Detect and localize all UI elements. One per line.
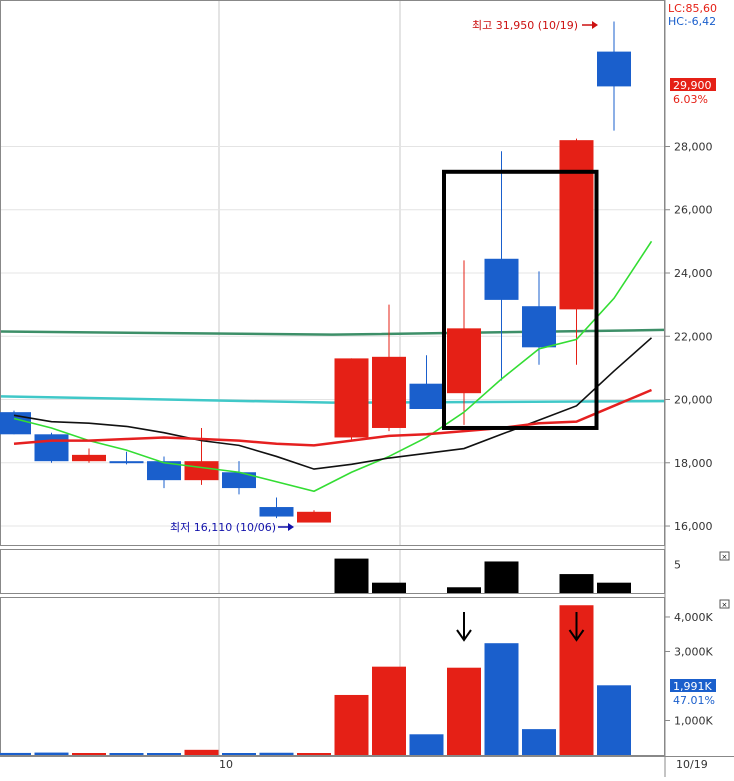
volume-bar[interactable] — [259, 752, 294, 755]
candle-body[interactable] — [184, 461, 219, 481]
level-line — [0, 395, 665, 404]
indicator-bar[interactable] — [447, 587, 481, 593]
last-volume-change: 47.01% — [673, 694, 715, 707]
close-icon[interactable] — [719, 551, 730, 561]
candle-body[interactable] — [109, 461, 144, 464]
moving-averages — [13, 240, 653, 493]
close-icon-glyph: × — [722, 553, 728, 561]
candle-body[interactable] — [522, 306, 556, 348]
volume-bar[interactable] — [334, 694, 369, 755]
volume-bar[interactable] — [34, 752, 69, 755]
candle-body[interactable] — [484, 258, 519, 300]
price-tick-label: 26,000 — [674, 204, 713, 217]
close-icon-glyph: × — [722, 601, 728, 609]
hc-indicator: HC:-6,42 — [668, 15, 716, 28]
volume-tick-label: 3,000K — [674, 645, 713, 658]
indicator-bar[interactable] — [484, 561, 519, 593]
candle-body[interactable] — [447, 328, 481, 394]
x-label-10: 10 — [219, 758, 233, 771]
indicator-bar[interactable] — [559, 574, 594, 593]
down-arrow-head — [568, 629, 585, 642]
low-annotation: 최저 16,110 (10/06) — [170, 521, 276, 534]
candle-body[interactable] — [334, 358, 369, 438]
low-arrow-head — [288, 523, 294, 531]
volume-bar[interactable] — [409, 734, 444, 755]
volume-bar[interactable] — [372, 666, 406, 755]
candle-body[interactable] — [297, 511, 331, 523]
indicator-bar[interactable] — [597, 582, 631, 593]
volume-bar[interactable] — [297, 753, 331, 755]
volume-panel-close-button[interactable]: × — [719, 599, 730, 609]
down-arrow-head — [456, 629, 472, 642]
last-volume-badge — [670, 679, 716, 692]
indicator-tick-label: 5 — [674, 558, 681, 571]
price-tick-label: 22,000 — [674, 330, 713, 343]
close-icon[interactable] — [719, 599, 730, 609]
price-tick-label: 28,000 — [674, 140, 713, 153]
volume-bar[interactable] — [222, 753, 256, 755]
x-label-10-19: 10/19 — [676, 758, 708, 771]
volume-bar[interactable] — [597, 685, 631, 755]
last-price-value: 29,900 — [673, 79, 712, 92]
volume-bar[interactable] — [484, 643, 519, 755]
candle-body[interactable] — [147, 461, 181, 481]
candle-body[interactable] — [409, 383, 444, 409]
volume-bars[interactable]: 4,000K 3,000K 1,000K — [0, 605, 713, 755]
candle-body[interactable] — [559, 140, 594, 310]
volume-bar[interactable] — [522, 729, 556, 755]
moving-average-line — [13, 240, 653, 493]
indicator-bar[interactable] — [334, 558, 369, 593]
price-tick-label: 24,000 — [674, 267, 713, 280]
indicator-panel-close-button[interactable]: × — [719, 551, 730, 561]
indicator-bars[interactable]: 5 — [334, 558, 682, 593]
candle-body[interactable] — [34, 434, 69, 462]
price-tick-label: 16,000 — [674, 520, 713, 533]
last-price-badge — [670, 78, 716, 91]
candle-body[interactable] — [0, 412, 31, 435]
volume-tick-label: 4,000K — [674, 611, 713, 624]
volume-bar[interactable] — [72, 753, 106, 755]
moving-average-line — [13, 388, 652, 447]
lc-indicator: LC:85,60 — [668, 2, 717, 15]
grid-lines: 28,000 26,000 24,000 22,000 20,000 18,000 16,0… — [1, 1, 713, 755]
candle-body[interactable] — [597, 51, 631, 87]
volume-bar[interactable] — [447, 667, 481, 755]
candle-body[interactable] — [72, 454, 106, 462]
candle-body[interactable] — [259, 507, 294, 517]
high-annotation: 최고 31,950 (10/19) — [472, 19, 578, 32]
volume-tick-label: 1,000K — [674, 714, 713, 727]
volume-bar[interactable] — [147, 753, 181, 755]
annotations — [278, 21, 599, 531]
moving-average-line — [13, 337, 653, 470]
volume-bar[interactable] — [0, 752, 31, 755]
volume-bar[interactable] — [184, 749, 219, 755]
last-price-change: 6.03% — [673, 93, 708, 106]
indicator-panel[interactable] — [0, 549, 665, 594]
candles[interactable] — [0, 21, 631, 523]
volume-bar[interactable] — [109, 753, 144, 755]
high-arrow-head — [592, 21, 598, 29]
candle-body[interactable] — [372, 356, 406, 428]
indicator-bar[interactable] — [372, 582, 406, 593]
last-volume-value: 1,991K — [673, 680, 712, 693]
price-tick-label: 20,000 — [674, 394, 713, 407]
highlight-box — [442, 169, 599, 430]
candle-body[interactable] — [222, 472, 256, 489]
price-tick-label: 18,000 — [674, 457, 713, 470]
